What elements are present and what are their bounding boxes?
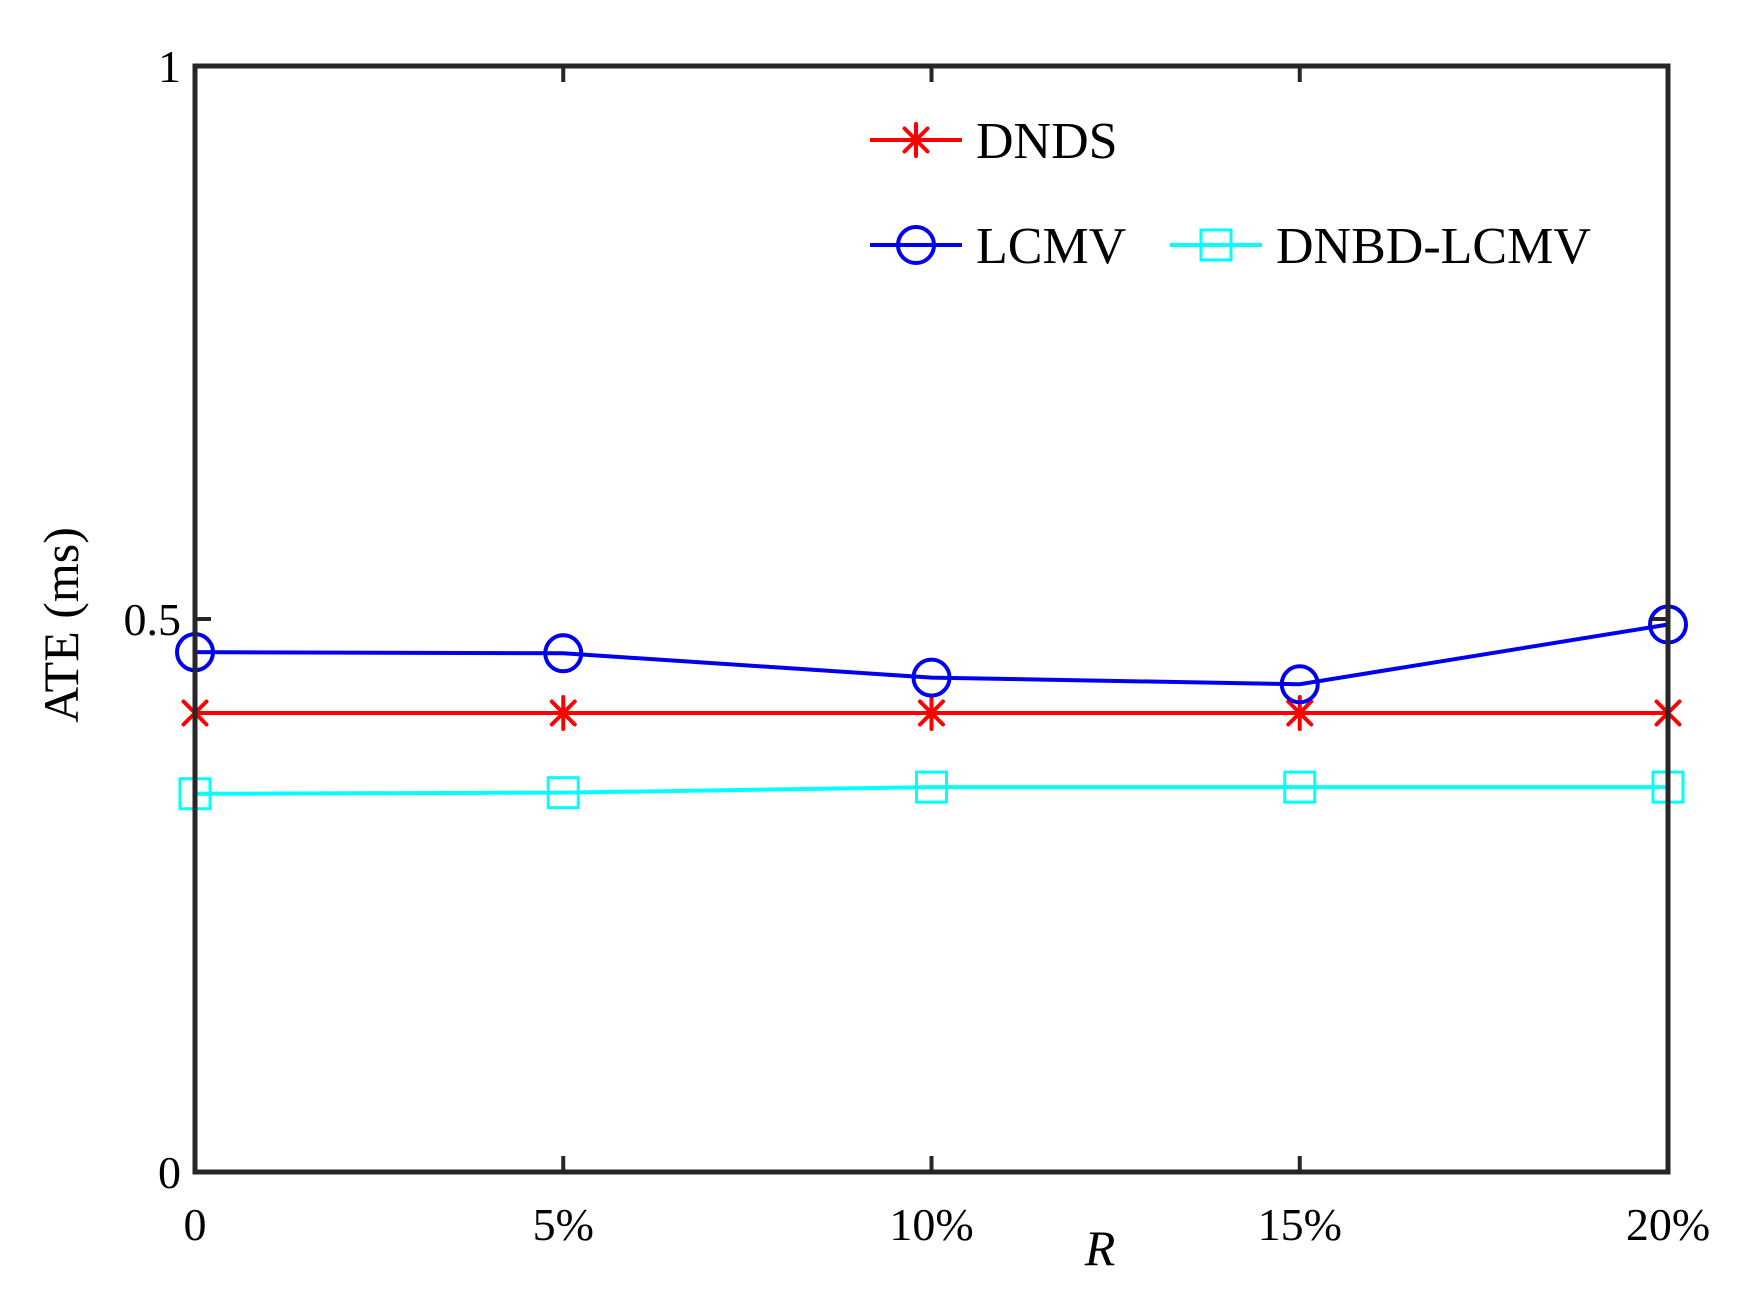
ticks-layer: 0 5% 10% 15% 20% 0 0.5 1 bbox=[124, 41, 1711, 1250]
legend-marker-lcmv bbox=[896, 225, 936, 265]
legend-item-dnbd-lcmv: DNBD-LCMV bbox=[1170, 218, 1591, 275]
x-tick-label: 0 bbox=[184, 1199, 207, 1250]
series-line-dnbd-lcmv bbox=[194, 785, 1668, 796]
x-tick-label: 5% bbox=[533, 1199, 594, 1250]
data-point-dnds bbox=[918, 695, 945, 732]
legend-marker-dnbd-lcmv bbox=[1199, 228, 1233, 262]
data-point-dnbd-lcmv bbox=[1283, 770, 1317, 804]
data-point-lcmv bbox=[1279, 664, 1320, 705]
data-point-lcmv bbox=[911, 657, 952, 698]
data-point-dnbd-lcmv bbox=[915, 770, 948, 804]
y-tick-label: 1 bbox=[158, 41, 181, 92]
legend-label-dnbd-lcmv: DNBD-LCMV bbox=[1276, 218, 1591, 275]
x-tick-label: 10% bbox=[889, 1199, 973, 1250]
data-point-dnbd-lcmv bbox=[546, 776, 580, 810]
data-point-lcmv bbox=[543, 633, 584, 674]
legend: DNDS LCMV DNBD-LCMV bbox=[870, 113, 1591, 275]
x-axis-title: R bbox=[1084, 1220, 1116, 1276]
x-tick-label: 20% bbox=[1626, 1199, 1710, 1250]
data-point-dnds bbox=[549, 695, 577, 732]
legend-label-dnds: DNDS bbox=[976, 113, 1118, 170]
series-line-lcmv bbox=[194, 622, 1669, 687]
legend-item-lcmv: LCMV bbox=[870, 218, 1126, 275]
series-layer bbox=[175, 604, 1688, 811]
series-lcmv bbox=[175, 604, 1688, 705]
legend-label-lcmv: LCMV bbox=[976, 218, 1126, 275]
x-tick-label: 15% bbox=[1258, 1199, 1342, 1250]
legend-item-dnds: DNDS bbox=[870, 113, 1118, 170]
y-tick-label: 0.5 bbox=[124, 594, 182, 645]
y-tick-label: 0 bbox=[158, 1147, 181, 1198]
legend-marker-dnds bbox=[902, 122, 930, 158]
y-axis-title: ATE (ms) bbox=[33, 527, 89, 723]
